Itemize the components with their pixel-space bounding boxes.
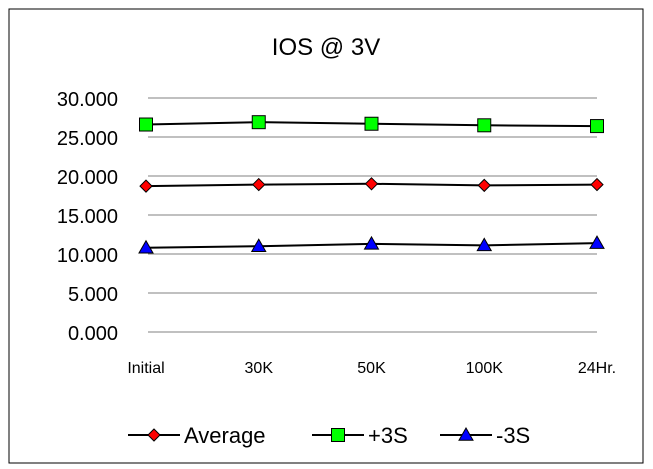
data-point: [363, 235, 380, 250]
data-point: [476, 237, 493, 252]
data-point: [590, 177, 604, 192]
legend-label: -3S: [496, 423, 530, 448]
y-tick-label: 15.000: [57, 206, 118, 228]
chart-title: IOS @ 3V: [272, 34, 380, 61]
x-axis: Initial 30K 50K 100K 24Hr.: [127, 360, 616, 377]
legend-marker: [458, 426, 474, 441]
legend: Average +3S -3S: [128, 423, 530, 448]
plot-area: [138, 115, 605, 254]
x-tick-label: 50K: [357, 360, 386, 377]
x-tick-label: 100K: [466, 360, 504, 377]
data-point: [251, 115, 266, 130]
data-point: [138, 239, 154, 254]
data-point: [139, 117, 153, 132]
x-tick-label: 30K: [245, 360, 274, 377]
y-tick-label: 25.000: [57, 128, 118, 150]
gridlines: [148, 97, 597, 333]
data-point: [250, 238, 267, 252]
x-tick-label: Initial: [127, 360, 164, 377]
data-point: [477, 118, 492, 133]
data-point: [364, 177, 379, 191]
legend-marker: [331, 428, 345, 442]
legend-label: +3S: [368, 423, 408, 448]
data-point: [139, 179, 153, 193]
y-tick-label: 0.000: [68, 323, 118, 345]
legend-label: Average: [184, 423, 266, 448]
data-point: [590, 119, 604, 134]
y-tick-label: 30.000: [57, 89, 118, 111]
legend-marker: [147, 428, 161, 442]
data-point: [252, 177, 266, 192]
y-axis: 0.000 5.000 10.000 15.000 20.000 25.000 30.000: [57, 89, 118, 345]
y-tick-label: 5.000: [68, 284, 118, 306]
chart-frame: [8, 8, 644, 464]
y-tick-label: 10.000: [57, 245, 118, 267]
data-point: [589, 235, 605, 249]
data-point: [477, 178, 491, 193]
x-tick-label: 24Hr.: [578, 360, 616, 377]
data-point: [364, 116, 379, 131]
y-tick-label: 20.000: [57, 167, 118, 189]
